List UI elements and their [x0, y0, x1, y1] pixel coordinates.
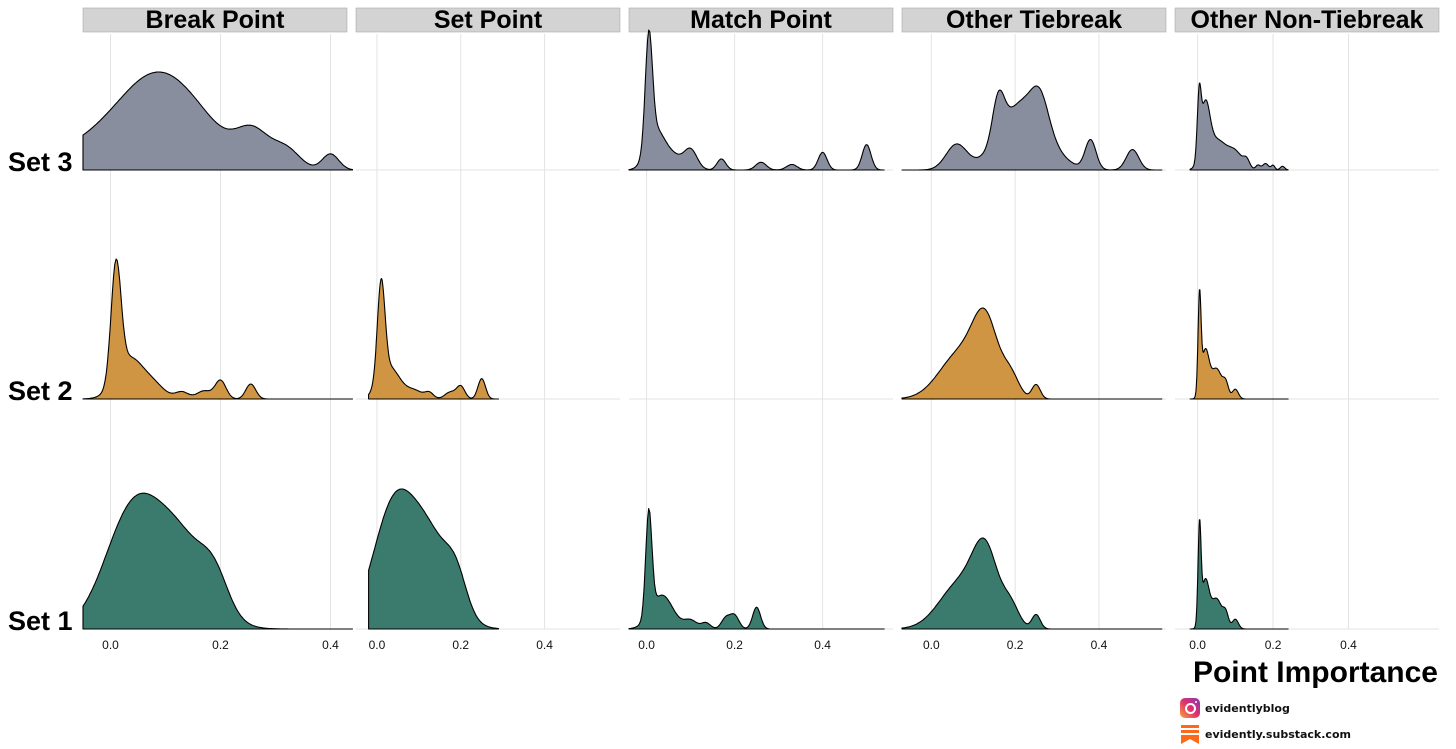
instagram-credit[interactable]: evidentlyblog	[1180, 697, 1290, 719]
facet-break-point: Break Point 0.0 0.2 0.4	[82, 6, 354, 652]
facet-title: Break Point	[146, 6, 286, 34]
density-other-tiebreak-set-1	[901, 537, 1163, 630]
x-tick-label: 0.4	[1091, 638, 1108, 652]
facet-strip	[901, 7, 1167, 33]
x-tick-label: 0.4	[1340, 638, 1357, 652]
row-label-set-2: Set 2	[8, 376, 73, 406]
x-tick-label: 0.0	[1189, 638, 1206, 652]
density-other-non-tiebreak-set-3	[1189, 82, 1289, 171]
facet-title: Other Tiebreak	[946, 6, 1122, 34]
facet-other-non-tiebreak: Other Non-Tiebreak 0.0 0.2 0.4	[1174, 6, 1440, 652]
density-match-point-set-1	[628, 508, 885, 630]
density-other-non-tiebreak-set-2	[1189, 289, 1289, 400]
x-tick-label: 0.2	[726, 638, 743, 652]
facet-title: Other Non-Tiebreak	[1191, 6, 1424, 34]
density-other-tiebreak-set-3	[901, 85, 1163, 171]
credits: evidentlyblog evidently.substack.com	[1180, 697, 1450, 747]
facet-other-tiebreak: Other Tiebreak 0.0 0.2 0.4	[901, 6, 1167, 652]
facet-match-point: Match Point 0.0 0.2 0.4	[628, 6, 894, 652]
facet-title: Set Point	[434, 6, 543, 34]
substack-icon	[1181, 725, 1199, 744]
x-tick-label: 0.4	[814, 638, 831, 652]
substack-credit[interactable]: evidently.substack.com	[1180, 723, 1351, 745]
x-tick-label: 0.0	[923, 638, 940, 652]
density-break-point-set-1	[82, 492, 354, 630]
density-other-tiebreak-set-2	[901, 307, 1163, 400]
density-break-point-set-3	[82, 71, 354, 171]
facet-set-point: Set Point 0.0 0.2 0.4	[355, 6, 621, 652]
substack-url: evidently.substack.com	[1205, 727, 1351, 741]
facet-title: Match Point	[690, 6, 832, 34]
facet-strip	[628, 7, 894, 33]
density-set-point-set-2	[368, 278, 500, 400]
facet-strip	[1174, 7, 1440, 33]
density-break-point-set-2	[82, 258, 354, 400]
row-label-set-1: Set 1	[8, 606, 73, 636]
instagram-handle: evidentlyblog	[1205, 701, 1290, 715]
x-tick-label: 0.2	[1007, 638, 1024, 652]
x-tick-label: 0.2	[212, 638, 229, 652]
facet-strip	[355, 7, 621, 33]
x-tick-label: 0.0	[369, 638, 386, 652]
facet-strip	[82, 7, 348, 33]
x-tick-label: 0.2	[1265, 638, 1282, 652]
x-tick-label: 0.0	[102, 638, 119, 652]
x-tick-label: 0.2	[452, 638, 469, 652]
x-axis-title: Point Importance	[1193, 656, 1438, 689]
instagram-icon	[1180, 698, 1200, 718]
density-set-point-set-1	[368, 488, 500, 630]
x-tick-label: 0.0	[638, 638, 655, 652]
x-tick-label: 0.4	[322, 638, 339, 652]
row-label-set-3: Set 3	[8, 147, 73, 177]
density-match-point-set-3	[628, 29, 885, 171]
x-tick-label: 0.4	[536, 638, 553, 652]
density-other-non-tiebreak-set-1	[1189, 519, 1289, 630]
